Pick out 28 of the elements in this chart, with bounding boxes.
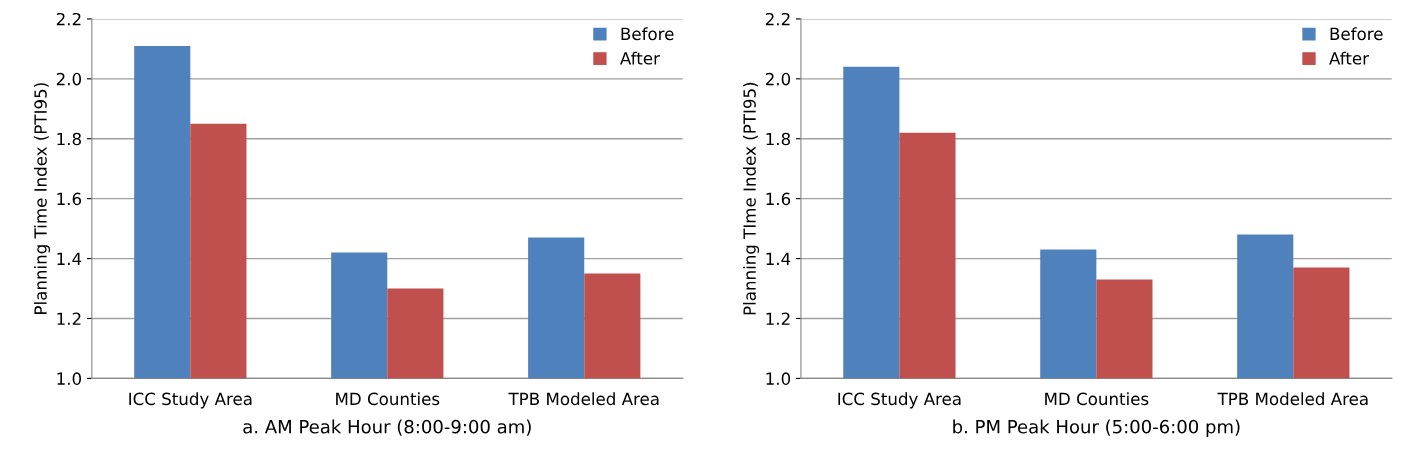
y-tick-label: 2.0 <box>56 72 82 86</box>
x-tick-label: MD Counties <box>1045 392 1149 406</box>
y-tick-label: 1.6 <box>766 192 791 206</box>
y-tick-label: 2.2 <box>765 12 790 26</box>
y-tick-label: 1.0 <box>57 372 82 385</box>
y-tick-label: 1.8 <box>57 132 81 146</box>
y-tick-label: 1.4 <box>766 252 791 265</box>
y-tick-label: 2.2 <box>56 12 81 26</box>
x-axis-title: b. PM Peak Hour (5:00-6:00 pm) <box>953 419 1240 437</box>
x-tick-label: MD Counties <box>336 392 440 406</box>
y-tick-label: 1.6 <box>57 192 82 206</box>
x-tick-label: ICC Study Area <box>838 392 961 409</box>
y-tick-label: 1.4 <box>57 252 82 265</box>
legend-label: Before <box>1330 27 1383 41</box>
y-tick-label: 1.2 <box>766 312 790 325</box>
x-tick-label: ICC Study Area <box>129 392 252 409</box>
x-tick-label: TPB Modeled Area <box>1217 392 1368 406</box>
x-tick-label: TPB Modeled Area <box>508 392 659 406</box>
y-tick-label: 1.2 <box>57 312 81 325</box>
legend-label: After <box>1329 51 1369 65</box>
legend-label: After <box>620 51 660 65</box>
x-axis-title: a. AM Peak Hour (8:00-9:00 am) <box>243 419 531 436</box>
y-axis-title: Planning TIme Index (PTI95) <box>743 82 760 315</box>
y-tick-label: 2.0 <box>765 72 791 86</box>
y-tick-label: 1.0 <box>766 372 791 385</box>
y-axis-title: Planning Time Index (PTI95) <box>33 83 51 314</box>
y-tick-label: 1.8 <box>766 132 791 146</box>
legend-label: Before <box>621 27 674 41</box>
